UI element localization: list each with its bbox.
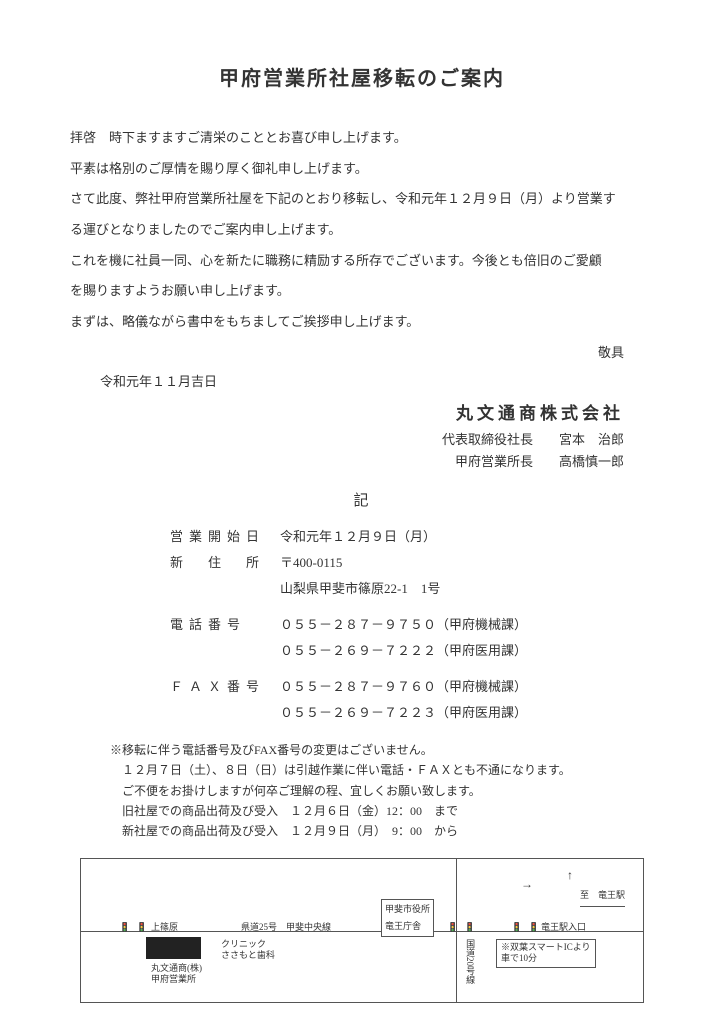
road-label: 県道25号 甲斐中央線: [241, 919, 331, 936]
manager-label: 甲府営業所長: [455, 454, 533, 469]
addr-zip: 〒400-0115: [280, 550, 342, 576]
smart-ic-note: ※双葉スマートICより 車で10分: [496, 939, 596, 968]
signal-icon: 🚦: [136, 919, 147, 936]
start-value: 令和元年１２月９日（月）: [280, 524, 436, 550]
company-marker: [146, 937, 201, 959]
manager-line: 甲府営業所長 高橋慎一郎: [70, 451, 624, 473]
details-block: 営業開始日 令和元年１２月９日（月） 新 住 所 〒400-0115 山梨県甲斐…: [170, 524, 654, 726]
kami-shinohara-label: 上篠原: [151, 919, 178, 936]
note-5: 新社屋での商品出荷及び受入 １２月９日（月） 9：00 から: [110, 821, 654, 841]
fax-2: ０５５－２６９－７２２３（甲府医用課）: [280, 700, 527, 726]
ki-marker: 記: [70, 487, 654, 516]
document-title: 甲府営業所社屋移転のご案内: [70, 60, 654, 98]
company-name: 丸文通商株式会社: [70, 400, 624, 429]
body-line-7: まずは、略儀ながら書中をもちましてご挨拶申し上げます。: [70, 310, 654, 335]
president-name: 宮本 治郎: [559, 432, 624, 447]
note-4: 旧社屋での商品出荷及び受入 １２月６日（金）12：00 まで: [110, 801, 654, 821]
addr-label: 新 住 所: [170, 550, 280, 576]
arrow-icon: →: [521, 873, 533, 896]
note-2: １２月７日（土）、８日（日）は引越作業に伴い電話・ＦＡＸとも不通になります。: [110, 760, 654, 780]
manager-name: 高橋慎一郎: [559, 454, 624, 469]
body-line-3: さて此度、弊社甲府営業所社屋を下記のとおり移転し、令和元年１２月９日（月）より営…: [70, 187, 654, 212]
issue-date: 令和元年１１月吉日: [100, 370, 654, 395]
tel-2: ０５５－２６９－７２２２（甲府医用課）: [280, 638, 527, 664]
tel-label: 電話番号: [170, 612, 280, 638]
to-ryuo-label: 至 竜王駅: [580, 887, 625, 907]
arrow-up-icon: ↑: [567, 864, 573, 887]
clinic-label: クリニック ささもと歯科: [221, 939, 275, 961]
body-line-4: る運びとなりましたのでご案内申し上げます。: [70, 218, 654, 243]
tel-1: ０５５－２８７－９７５０（甲府機械課）: [280, 612, 527, 638]
city-hall-box: 甲斐市役所 竜王庁舎: [381, 899, 434, 937]
signal-icon: 🚦: [447, 919, 458, 936]
location-map: → ↑ 至 竜王駅 甲斐市役所 竜王庁舎 🚦 🚦 🚦 🚦 🚦 🚦 上篠原 県道2…: [80, 858, 644, 1003]
company-label: 丸文通商(株) 甲府営業所: [151, 963, 202, 985]
president-line: 代表取締役社長 宮本 治郎: [70, 429, 624, 451]
greeting-line-1: 拝啓 時下ますますご清栄のこととお喜び申し上げます。: [70, 126, 654, 151]
signal-icon: 🚦: [119, 919, 130, 936]
note-3: ご不便をお掛けしますが何卒ご理解の程、宜しくお願い致します。: [110, 781, 654, 801]
addr-value: 山梨県甲斐市篠原22-1 1号: [280, 576, 440, 602]
note-1: ※移転に伴う電話番号及びFAX番号の変更はございません。: [110, 740, 654, 760]
notes-block: ※移転に伴う電話番号及びFAX番号の変更はございません。 １２月７日（土）、８日…: [110, 740, 654, 842]
ryuo-entrance-label: 竜王駅入口: [541, 919, 586, 936]
start-label: 営業開始日: [170, 524, 280, 550]
fax-label: ＦＡＸ番号: [170, 674, 280, 700]
signal-icon: 🚦: [464, 919, 475, 936]
signal-icon: 🚦: [528, 919, 539, 936]
body-line-6: を賜りますようお願い申し上げます。: [70, 279, 654, 304]
body-line-5: これを機に社員一同、心を新たに職務に精励する所存でございます。今後とも倍旧のご愛…: [70, 249, 654, 274]
greeting-line-2: 平素は格別のご厚情を賜り厚く御礼申し上げます。: [70, 157, 654, 182]
route20-label: 国道20号線: [461, 939, 478, 994]
fax-1: ０５５－２８７－９７６０（甲府機械課）: [280, 674, 527, 700]
company-block: 丸文通商株式会社 代表取締役社長 宮本 治郎 甲府営業所長 高橋慎一郎: [70, 400, 654, 473]
signal-icon: 🚦: [511, 919, 522, 936]
closing-word: 敬具: [70, 341, 654, 366]
president-label: 代表取締役社長: [442, 432, 533, 447]
